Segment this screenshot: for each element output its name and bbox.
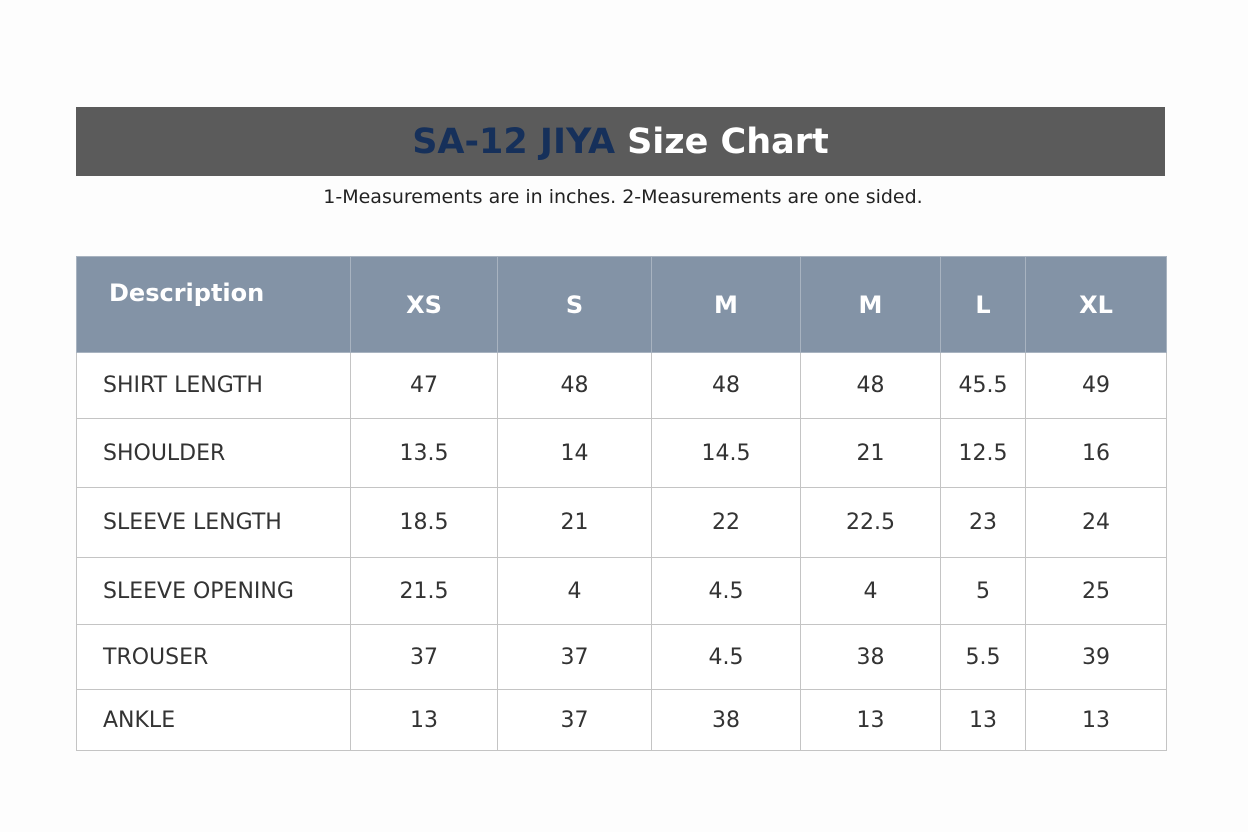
cell: 21.5 [350, 557, 498, 625]
cell: 5 [940, 557, 1026, 625]
cell: 4 [800, 557, 941, 625]
cell: 25 [1025, 557, 1167, 625]
cell: 16 [1025, 418, 1167, 488]
cell: 13 [800, 689, 941, 751]
table-row: SLEEVE OPENING 21.5 4 4.5 4 5 25 [76, 557, 1167, 625]
column-header: XL [1025, 256, 1167, 353]
row-label: ANKLE [76, 689, 351, 751]
cell: 37 [497, 689, 652, 751]
table-row: ANKLE 13 37 38 13 13 13 [76, 689, 1167, 751]
column-header: XS [350, 256, 498, 353]
table-row: TROUSER 37 37 4.5 38 5.5 39 [76, 624, 1167, 690]
column-header: L [940, 256, 1026, 353]
cell: 4.5 [651, 624, 801, 690]
cell: 45.5 [940, 352, 1026, 419]
cell: 12.5 [940, 418, 1026, 488]
cell: 39 [1025, 624, 1167, 690]
table-body: SHIRT LENGTH 47 48 48 48 45.5 49 SHOULDER 13.5 14… [76, 352, 1167, 751]
row-label: SHIRT LENGTH [76, 352, 351, 419]
cell: 37 [497, 624, 652, 690]
header-row: Description XS S M M L XL [76, 256, 1167, 353]
cell: 24 [1025, 487, 1167, 558]
cell: 13 [940, 689, 1026, 751]
cell: 14.5 [651, 418, 801, 488]
cell: 13 [1025, 689, 1167, 751]
table-row: SHIRT LENGTH 47 48 48 48 45.5 49 [76, 352, 1167, 419]
cell: 38 [651, 689, 801, 751]
cell: 37 [350, 624, 498, 690]
size-table: Description XS S M M L XL SHIRT LENGTH 47 48 48 48… [76, 256, 1167, 751]
column-header: M [800, 256, 941, 353]
cell: 49 [1025, 352, 1167, 419]
cell: 23 [940, 487, 1026, 558]
table-row: SLEEVE LENGTH 18.5 21 22 22.5 23 24 [76, 487, 1167, 558]
cell: 21 [497, 487, 652, 558]
note: 1-Measurements are in inches. 2-Measurem… [323, 186, 923, 208]
table-row: SHOULDER 13.5 14 14.5 21 12.5 16 [76, 418, 1167, 488]
cell: 48 [651, 352, 801, 419]
column-header: M [651, 256, 801, 353]
cell: 4 [497, 557, 652, 625]
row-label: SLEEVE OPENING [76, 557, 351, 625]
row-label: SHOULDER [76, 418, 351, 488]
cell: 48 [800, 352, 941, 419]
row-label: TROUSER [76, 624, 351, 690]
cell: 22.5 [800, 487, 941, 558]
title-text: Size Chart [627, 121, 829, 162]
row-label: SLEEVE LENGTH [76, 487, 351, 558]
column-header: S [497, 256, 652, 353]
cell: 13 [350, 689, 498, 751]
column-header: Description [76, 256, 351, 353]
cell: 4.5 [651, 557, 801, 625]
cell: 18.5 [350, 487, 498, 558]
cell: 47 [350, 352, 498, 419]
title-banner: SA-12 JIYA Size Chart [76, 107, 1165, 176]
cell: 48 [497, 352, 652, 419]
cell: 13.5 [350, 418, 498, 488]
cell: 5.5 [940, 624, 1026, 690]
cell: 22 [651, 487, 801, 558]
cell: 14 [497, 418, 652, 488]
cell: 38 [800, 624, 941, 690]
cell: 21 [800, 418, 941, 488]
title-code: SA-12 JIYA [412, 121, 616, 162]
